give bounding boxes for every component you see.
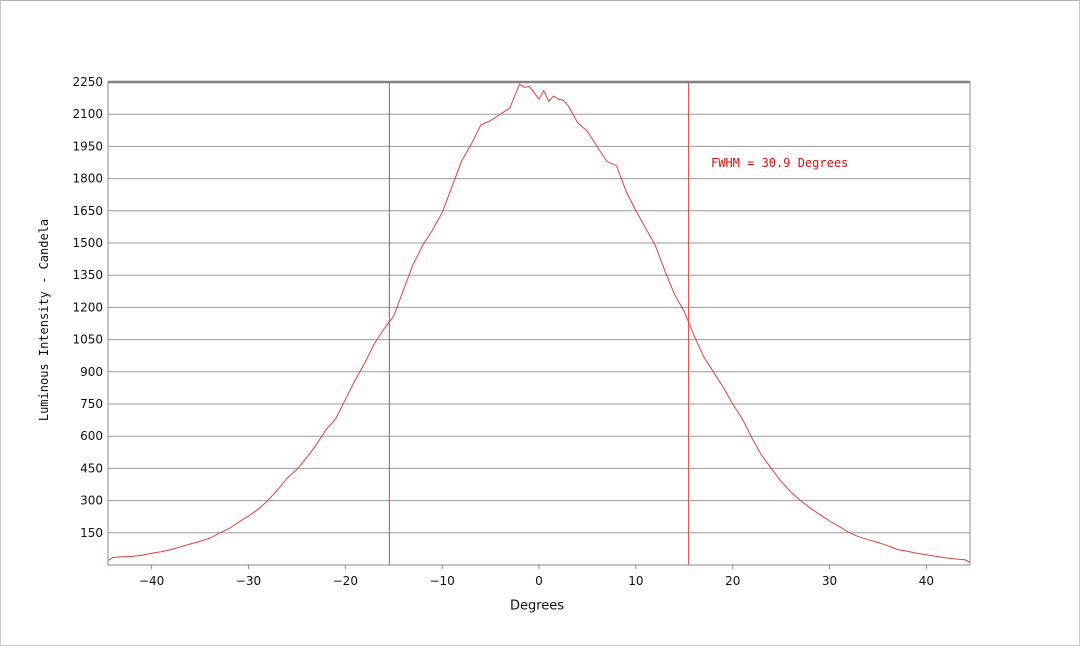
fwhm-markers [388,82,690,565]
y-tick-label: 900 [80,365,103,379]
y-tick-label: 300 [80,494,103,508]
x-tick-label: 10 [628,574,643,588]
y-tick-label: 1350 [72,268,103,282]
x-axis-label: Degrees [509,598,565,614]
x-tick-labels: −40 −30 −20 −10 0 10 20 30 40 [139,565,934,588]
y-tick-label: 750 [80,397,103,411]
y-axis-label: Luminous Intensity - Candela [37,218,51,422]
y-tick-label: 2250 [72,75,103,89]
y-tick-label: 2100 [72,107,103,121]
gridlines [108,80,970,534]
x-tick-label: −30 [236,574,261,588]
x-tick-label: 40 [919,574,934,588]
y-tick-label: 1050 [72,333,103,347]
x-tick-label: −10 [429,574,454,588]
y-tick-label: 600 [80,429,103,443]
y-tick-label: 1650 [72,204,103,218]
x-tick-label: 30 [822,574,837,588]
x-tick-label: −40 [139,574,164,588]
y-tick-label: 1950 [72,139,103,153]
plot-border [107,81,971,566]
x-tick-label: 0 [535,574,543,588]
y-tick-label: 450 [80,461,103,475]
y-tick-label: 1200 [72,300,103,314]
y-tick-label: 1800 [72,172,103,186]
y-tick-label: 150 [80,526,103,540]
x-tick-label: −20 [333,574,358,588]
intensity-curve [107,83,971,563]
y-tick-label: 1500 [72,236,103,250]
y-tick-labels: 150 300 450 600 750 900 1050 1200 1350 1500 1650 18… [72,75,103,540]
fwhm-annotation: FWHM = 30.9 Degrees [711,156,849,170]
x-tick-label: 20 [725,574,740,588]
